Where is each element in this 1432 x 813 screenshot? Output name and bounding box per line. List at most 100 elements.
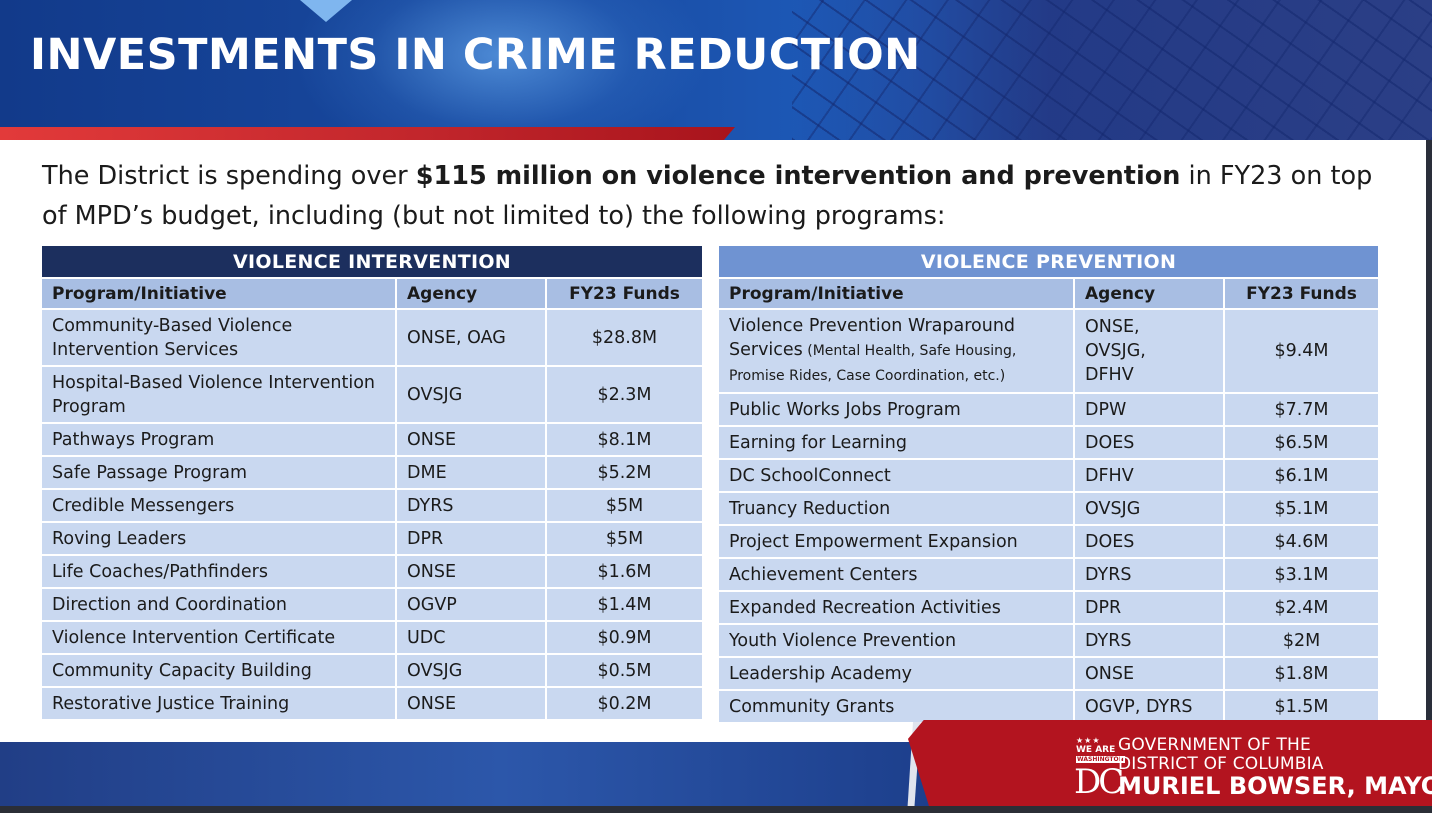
table-row: Community-Based Violence Intervention Se… [42,310,702,367]
intro-before: The District is spending over [42,161,416,191]
program-cell: DC SchoolConnect [719,460,1075,493]
table-row: Violence Prevention Wraparound Services … [719,310,1379,394]
column-header-program: Program/Initiative [719,279,1075,310]
program-cell: Public Works Jobs Program [719,394,1075,427]
red-brand-panel [908,720,1432,806]
program-cell: Credible Messengers [42,490,397,523]
table-row: DC SchoolConnect DFHV $6.1M [719,460,1379,493]
funds-cell: $5.1M [1225,493,1379,526]
funds-cell: $28.8M [547,310,702,367]
violence-prevention-table: VIOLENCE PREVENTION Program/Initiative A… [719,246,1379,724]
program-cell: Pathways Program [42,424,397,457]
agency-cell: ONSE, OVSJG, DFHV [1075,310,1225,394]
intro-bold: $115 million on violence intervention an… [415,161,1181,191]
table-row: Project Empowerment Expansion DOES $4.6M [719,526,1379,559]
table-row: Pathways Program ONSE $8.1M [42,424,702,457]
program-cell: Community-Based Violence Intervention Se… [42,310,397,367]
funds-cell: $7.7M [1225,394,1379,427]
funds-cell: $6.5M [1225,427,1379,460]
table-row: Restorative Justice Training ONSE $0.2M [42,688,702,721]
funds-cell: $4.6M [1225,526,1379,559]
table-row: Roving Leaders DPR $5M [42,523,702,556]
table-row: Direction and Coordination OGVP $1.4M [42,589,702,622]
table-row: Community Grants OGVP, DYRS $1.5M [719,691,1379,724]
table-row: Earning for Learning DOES $6.5M [719,427,1379,460]
agency-cell: DYRS [397,490,547,523]
header-banner: INVESTMENTS IN CRIME REDUCTION [0,0,1432,140]
funds-cell: $9.4M [1225,310,1379,394]
program-cell: Youth Violence Prevention [719,625,1075,658]
funds-cell: $2.3M [547,367,702,424]
program-cell: Restorative Justice Training [42,688,397,721]
logo-we-are: WE ARE [1076,745,1116,755]
table-row: Safe Passage Program DME $5.2M [42,457,702,490]
funds-cell: $0.5M [547,655,702,688]
program-cell: Leadership Academy [719,658,1075,691]
dc-logo: DC [1074,762,1124,802]
table-row: Expanded Recreation Activities DPR $2.4M [719,592,1379,625]
agency-cell: DPR [1075,592,1225,625]
funds-cell: $5M [547,490,702,523]
city-map-graphic [792,0,1432,140]
table-row: Violence Intervention Certificate UDC $0… [42,622,702,655]
table-title: VIOLENCE PREVENTION [719,246,1379,279]
agency-cell: ONSE [1075,658,1225,691]
table-row: Hospital-Based Violence Intervention Pro… [42,367,702,424]
government-line-2: DISTRICT OF COLUMBIA [1118,754,1324,774]
column-header-funds: FY23 Funds [547,279,702,310]
column-header-funds: FY23 Funds [1225,279,1379,310]
funds-cell: $1.5M [1225,691,1379,724]
page-right-border [1426,140,1432,740]
program-cell: Safe Passage Program [42,457,397,490]
program-cell: Earning for Learning [719,427,1075,460]
column-header-agency: Agency [1075,279,1225,310]
footer-bottom-edge [0,806,1432,813]
table-row: Public Works Jobs Program DPW $7.7M [719,394,1379,427]
program-cell: Truancy Reduction [719,493,1075,526]
intro-text: The District is spending over $115 milli… [42,156,1402,236]
column-header-agency: Agency [397,279,547,310]
program-name: Violence Prevention Wraparound Services [729,316,1016,360]
funds-cell: $1.4M [547,589,702,622]
agency-cell: OVSJG [1075,493,1225,526]
program-cell: Expanded Recreation Activities [719,592,1075,625]
agency-cell: DOES [1075,427,1225,460]
agency-cell: ONSE [397,556,547,589]
agency-cell: DME [397,457,547,490]
program-cell: Project Empowerment Expansion [719,526,1075,559]
agency-cell: DYRS [1075,625,1225,658]
page-title: INVESTMENTS IN CRIME REDUCTION [30,30,921,80]
funds-cell: $5.2M [547,457,702,490]
mayor-name: MURIEL BOWSER, MAYOR [1118,772,1432,800]
program-cell: Community Grants [719,691,1075,724]
funds-cell: $6.1M [1225,460,1379,493]
funds-cell: $3.1M [1225,559,1379,592]
program-cell: Violence Prevention Wraparound Services … [719,310,1075,394]
program-cell: Violence Intervention Certificate [42,622,397,655]
table-row: Achievement Centers DYRS $3.1M [719,559,1379,592]
logo-washington: WASHINGTON [1076,756,1125,763]
program-cell: Life Coaches/Pathfinders [42,556,397,589]
funds-cell: $1.8M [1225,658,1379,691]
header-glow [290,0,710,140]
table-row: Credible Messengers DYRS $5M [42,490,702,523]
violence-intervention-table: VIOLENCE INTERVENTION Program/Initiative… [42,246,702,721]
agency-cell: ONSE [397,688,547,721]
table-row: Life Coaches/Pathfinders ONSE $1.6M [42,556,702,589]
funds-cell: $0.2M [547,688,702,721]
program-note: (Mental Health, Safe Housing, Promise Ri… [729,343,1017,384]
table-row: Community Capacity Building OVSJG $0.5M [42,655,702,688]
header-notch [300,0,352,22]
program-cell: Achievement Centers [719,559,1075,592]
funds-cell: $8.1M [547,424,702,457]
agency-cell: OGVP [397,589,547,622]
funds-cell: $2.4M [1225,592,1379,625]
table-row: Leadership Academy ONSE $1.8M [719,658,1379,691]
funds-cell: $2M [1225,625,1379,658]
agency-cell: UDC [397,622,547,655]
program-cell: Community Capacity Building [42,655,397,688]
program-cell: Hospital-Based Violence Intervention Pro… [42,367,397,424]
table-row: Truancy Reduction OVSJG $5.1M [719,493,1379,526]
stars-icon: ★★★ [1076,736,1101,745]
program-cell: Roving Leaders [42,523,397,556]
